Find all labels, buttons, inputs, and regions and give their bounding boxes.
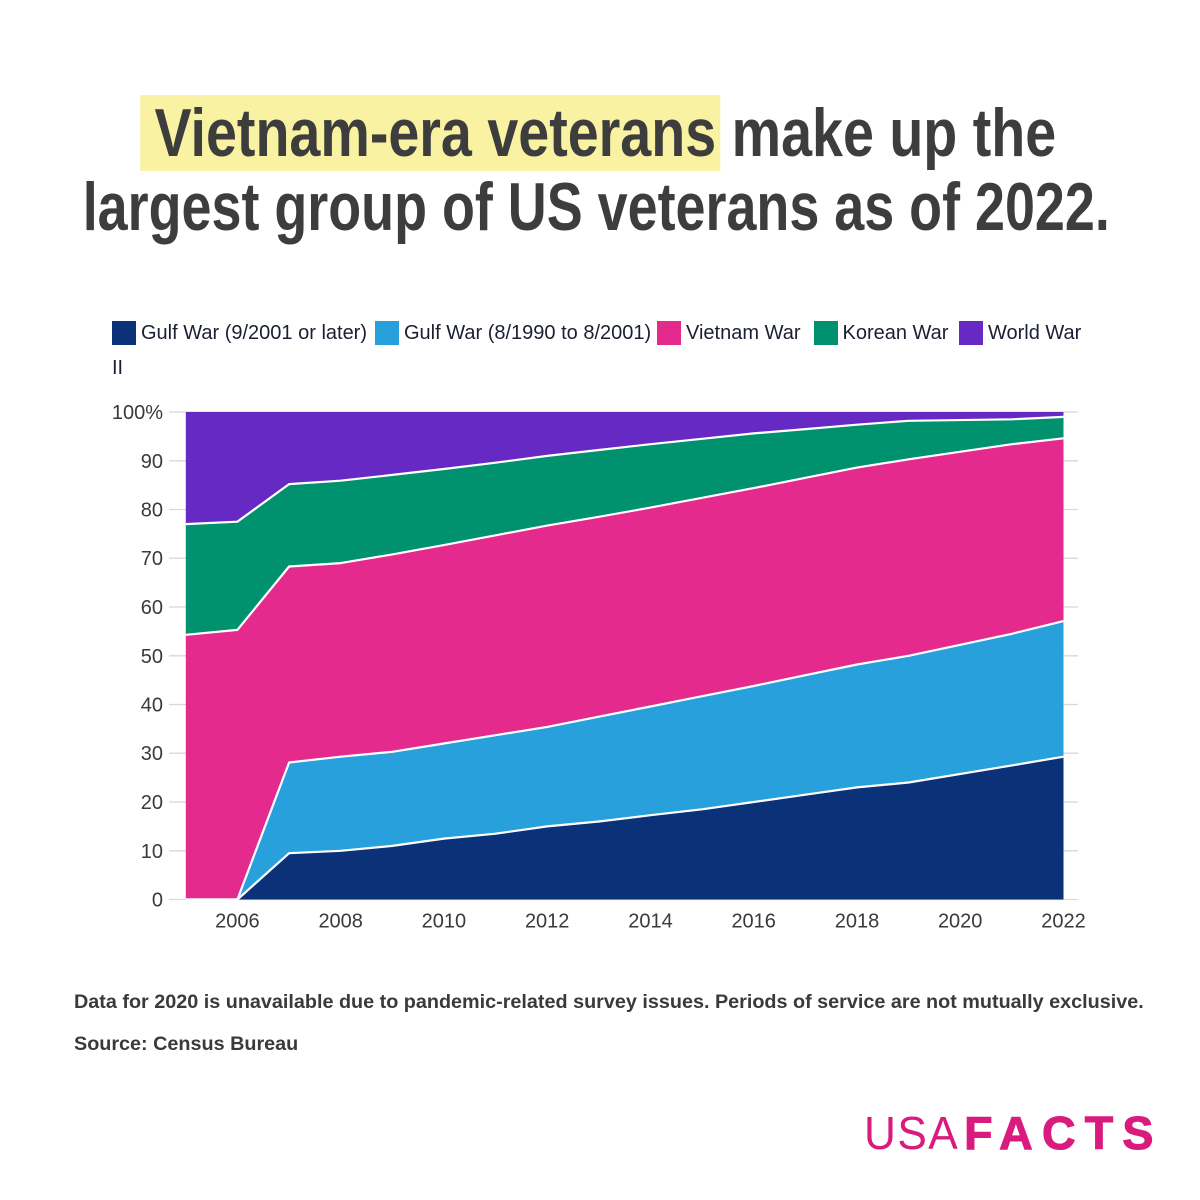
svg-text:2006: 2006 — [215, 911, 260, 933]
svg-text:2010: 2010 — [422, 911, 467, 933]
svg-text:100%: 100% — [112, 402, 163, 424]
svg-text:2022: 2022 — [1041, 911, 1086, 933]
svg-text:70: 70 — [141, 548, 163, 570]
svg-text:2020: 2020 — [938, 911, 983, 933]
svg-text:2018: 2018 — [835, 911, 880, 933]
svg-text:10: 10 — [141, 841, 163, 863]
svg-text:50: 50 — [141, 646, 163, 668]
svg-text:40: 40 — [141, 695, 163, 717]
svg-text:60: 60 — [141, 597, 163, 619]
svg-text:20: 20 — [141, 792, 163, 814]
svg-text:0: 0 — [152, 890, 163, 912]
svg-text:2008: 2008 — [318, 911, 363, 933]
svg-text:2012: 2012 — [525, 911, 570, 933]
svg-text:2014: 2014 — [628, 911, 673, 933]
svg-text:80: 80 — [141, 500, 163, 522]
svg-text:90: 90 — [141, 451, 163, 473]
svg-text:30: 30 — [141, 743, 163, 765]
svg-text:2016: 2016 — [731, 911, 776, 933]
